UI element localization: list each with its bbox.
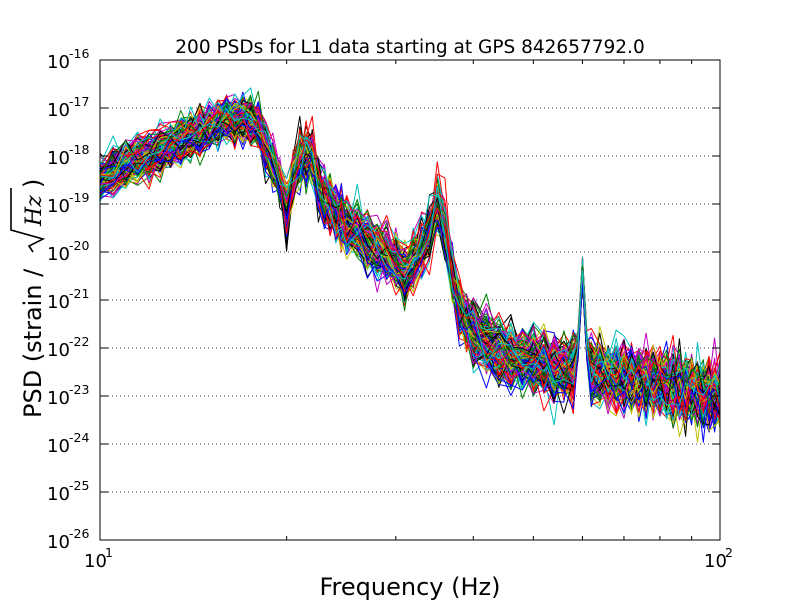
y-tick-base: 10: [47, 244, 70, 265]
x-tick-label: 102: [704, 545, 733, 572]
y-tick-label: 10 -17: [47, 94, 89, 121]
y-tick-exponent: -23: [69, 382, 89, 397]
y-tick-exponent: -17: [69, 94, 89, 109]
y-tick-label: 10 -18: [47, 142, 89, 169]
x-tick-base: 10: [704, 551, 727, 572]
y-tick-exponent: -16: [69, 46, 89, 61]
y-tick-label: 10 -25: [47, 478, 89, 505]
y-tick-label: 10 -24: [47, 430, 89, 457]
y-axis-label: PSD (strain / Hz ): [10, 179, 47, 418]
y-tick-label: 10 -23: [47, 382, 89, 409]
x-axis-label: Frequency (Hz): [320, 573, 501, 600]
psd-series-line: [99, 111, 721, 421]
psd-series-line: [99, 96, 721, 405]
y-tick-exponent: -19: [69, 190, 89, 205]
y-tick-exponent: -24: [69, 430, 89, 445]
axis-ticks: 10-2610-2510-2410-2310-2210-2110-2010-19…: [47, 46, 733, 572]
y-tick-base: 10: [47, 436, 70, 457]
series-lines: [99, 87, 721, 443]
sqrt-symbol: [10, 188, 46, 253]
y-tick-label: 10 -20: [47, 238, 89, 265]
y-tick-base: 10: [47, 148, 70, 169]
y-tick-label: 10 -21: [47, 286, 89, 313]
psd-series-line: [99, 93, 721, 387]
y-axis-label-math: Hz: [22, 195, 47, 227]
y-tick-base: 10: [47, 52, 70, 73]
y-tick-label: 10 -16: [47, 46, 89, 73]
y-tick-base: 10: [47, 340, 70, 361]
x-tick-exponent: 2: [725, 545, 733, 560]
y-tick-exponent: -20: [69, 238, 89, 253]
y-tick-base: 10: [47, 388, 70, 409]
y-tick-base: 10: [47, 484, 70, 505]
y-tick-exponent: -25: [69, 478, 89, 493]
psd-series-line: [99, 120, 721, 411]
y-tick-exponent: -18: [69, 142, 89, 157]
y-axis-label-prefix: PSD (strain /: [19, 268, 47, 418]
y-tick-base: 10: [47, 100, 70, 121]
y-tick-base: 10: [47, 532, 70, 553]
chart-title: 200 PSDs for L1 data starting at GPS 842…: [175, 37, 644, 58]
y-tick-exponent: -22: [69, 334, 89, 349]
y-axis-label-suffix: ): [19, 179, 47, 188]
x-tick-base: 10: [84, 551, 107, 572]
y-tick-base: 10: [47, 196, 70, 217]
psd-series-line: [99, 109, 721, 406]
x-tick-exponent: 1: [105, 545, 113, 560]
y-tick-label: 10 -26: [47, 526, 89, 553]
y-tick-exponent: -26: [69, 526, 89, 541]
y-tick-label: 10 -22: [47, 334, 89, 361]
x-tick-label: 101: [84, 545, 113, 572]
y-tick-exponent: -21: [69, 286, 89, 301]
y-tick-base: 10: [47, 292, 70, 313]
y-tick-label: 10 -19: [47, 190, 89, 217]
